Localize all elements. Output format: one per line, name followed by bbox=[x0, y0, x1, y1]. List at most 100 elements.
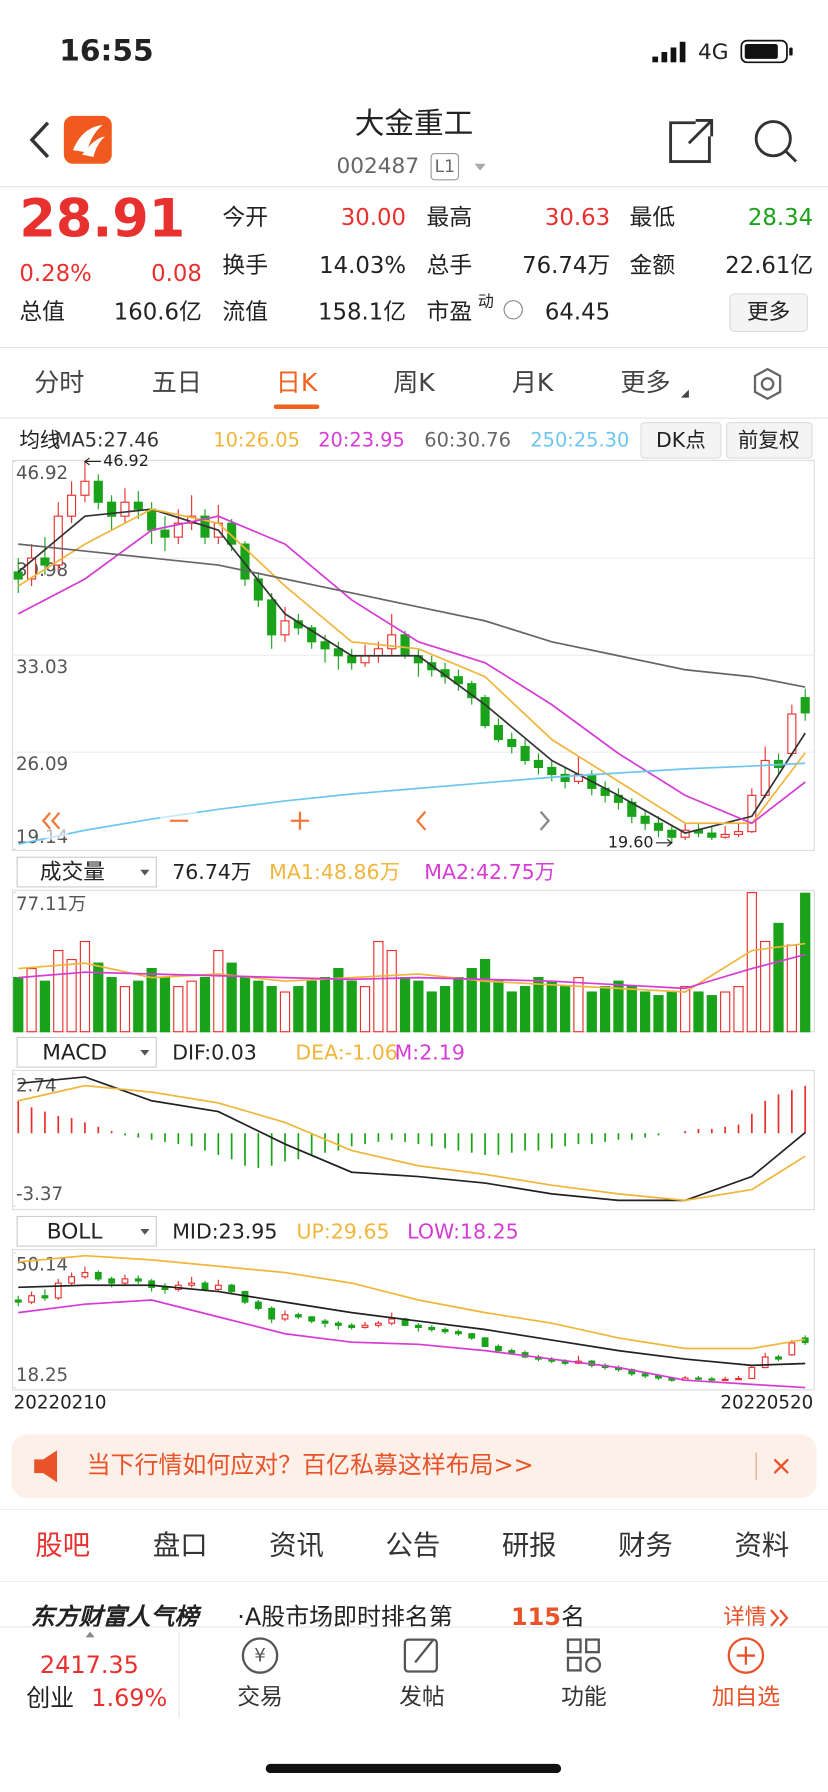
candle-body bbox=[160, 529, 170, 538]
field-label: 市盈 bbox=[427, 300, 473, 326]
nav-icons: ¥ bbox=[241, 1637, 765, 1674]
macd-dea: DEA:-1.06 bbox=[295, 1040, 397, 1064]
tab[interactable]: 月K bbox=[512, 368, 554, 397]
pe-info[interactable] bbox=[503, 300, 523, 320]
ma-line bbox=[17, 515, 806, 825]
candle-body bbox=[108, 1278, 116, 1284]
candle-body bbox=[14, 1299, 22, 1303]
volume-bar bbox=[306, 980, 317, 1033]
settings-button[interactable] bbox=[753, 367, 782, 401]
step-right[interactable] bbox=[524, 801, 564, 841]
field-value: 30.00 bbox=[341, 205, 406, 231]
ma-legend: MA5:27.46 bbox=[55, 428, 159, 451]
candle-body bbox=[294, 1314, 302, 1318]
dk-button[interactable] bbox=[640, 422, 722, 459]
volume-selector[interactable] bbox=[16, 856, 157, 888]
step-left[interactable] bbox=[402, 801, 442, 841]
nav-item[interactable]: 功能 bbox=[561, 1684, 607, 1710]
candle-body bbox=[360, 655, 370, 664]
nav-item[interactable]: 交易 bbox=[237, 1684, 283, 1710]
candle-body bbox=[307, 627, 317, 643]
volume-bar bbox=[266, 986, 277, 1033]
ad-banner[interactable] bbox=[11, 1434, 817, 1499]
macd-selector-label: MACD bbox=[42, 1040, 107, 1065]
boll-selector[interactable] bbox=[16, 1215, 157, 1247]
ranking-unit: 名 bbox=[561, 1603, 585, 1631]
subtab[interactable]: 资讯 bbox=[269, 1531, 324, 1562]
tab[interactable]: 日K bbox=[276, 368, 318, 397]
volume-bar bbox=[640, 991, 651, 1033]
volume-bar bbox=[253, 980, 264, 1033]
expand-arrow[interactable] bbox=[85, 1631, 95, 1638]
nav-item[interactable]: 加自选 bbox=[712, 1684, 781, 1710]
low-label: 19.60 bbox=[608, 832, 654, 851]
dropdown-arrow[interactable] bbox=[474, 163, 486, 171]
ranking-detail[interactable]: 详情 bbox=[723, 1605, 766, 1630]
volume-bar bbox=[66, 958, 77, 1033]
back-button[interactable] bbox=[29, 121, 50, 159]
field-label: 总手 bbox=[427, 253, 473, 279]
macd-selector[interactable] bbox=[16, 1036, 157, 1068]
candle-body bbox=[800, 697, 810, 714]
ad-close[interactable] bbox=[773, 1458, 789, 1474]
volume-bar bbox=[319, 977, 331, 1033]
volume-bar bbox=[39, 980, 51, 1033]
change-pct: 0.28% bbox=[19, 261, 91, 287]
candle-body bbox=[400, 634, 410, 657]
subtab[interactable]: 财务 bbox=[618, 1531, 673, 1562]
detail-arrow bbox=[770, 1609, 789, 1627]
candle-body bbox=[54, 1282, 62, 1299]
field-label: 最低 bbox=[630, 205, 676, 231]
tab[interactable]: 周K bbox=[393, 368, 435, 397]
search-button[interactable] bbox=[754, 120, 798, 163]
volume-ma-line bbox=[18, 953, 806, 990]
volume-bar bbox=[439, 986, 451, 1033]
candle-body bbox=[267, 599, 277, 636]
volume-bar bbox=[373, 940, 384, 1033]
tab[interactable]: 更多 bbox=[620, 368, 670, 397]
volume-bar bbox=[666, 991, 677, 1033]
share-button[interactable] bbox=[669, 119, 714, 163]
volume-bar bbox=[239, 977, 251, 1033]
subtab[interactable]: 盘口 bbox=[153, 1531, 208, 1562]
ma-legend: 60:30.76 bbox=[424, 428, 511, 451]
ranking-rank: 115 bbox=[511, 1603, 561, 1631]
candle-body bbox=[281, 1314, 289, 1320]
candle-body bbox=[334, 1322, 342, 1326]
volume-bar bbox=[746, 892, 757, 1033]
candle-body bbox=[254, 1301, 262, 1309]
candle-body bbox=[67, 494, 77, 517]
subtab[interactable]: 公告 bbox=[385, 1531, 440, 1562]
volume-bar bbox=[186, 980, 197, 1033]
adjust-button[interactable] bbox=[725, 422, 813, 459]
volume-bar bbox=[800, 892, 811, 1033]
badge-box bbox=[430, 152, 460, 181]
macd-dif: DIF:0.03 bbox=[172, 1040, 257, 1064]
volume-bar bbox=[359, 986, 371, 1033]
tab[interactable]: 分时 bbox=[34, 368, 84, 397]
subtab[interactable]: 研报 bbox=[502, 1531, 557, 1562]
candle-body bbox=[41, 1295, 49, 1299]
more-label: 更多 bbox=[747, 300, 790, 325]
candle-body bbox=[508, 1350, 516, 1354]
candle-body bbox=[107, 501, 117, 517]
subtab[interactable]: 股吧 bbox=[35, 1531, 90, 1562]
volume-bar bbox=[213, 949, 224, 1033]
candle-body bbox=[93, 480, 103, 503]
nav-item[interactable]: 发帖 bbox=[399, 1684, 445, 1710]
volume-bar bbox=[546, 980, 557, 1033]
more-button[interactable] bbox=[729, 293, 809, 333]
tab[interactable]: 五日 bbox=[152, 368, 202, 397]
candle-body bbox=[348, 1324, 356, 1328]
volume-bar bbox=[53, 949, 64, 1033]
candle-body bbox=[441, 1328, 449, 1333]
volume-bar bbox=[653, 995, 664, 1033]
subtab[interactable]: 资料 bbox=[734, 1531, 789, 1562]
candle-body bbox=[133, 501, 143, 510]
volume-bar bbox=[413, 980, 424, 1033]
volume-bar bbox=[426, 991, 437, 1033]
volume-bar bbox=[506, 991, 517, 1033]
volume-ma-line bbox=[18, 942, 806, 993]
